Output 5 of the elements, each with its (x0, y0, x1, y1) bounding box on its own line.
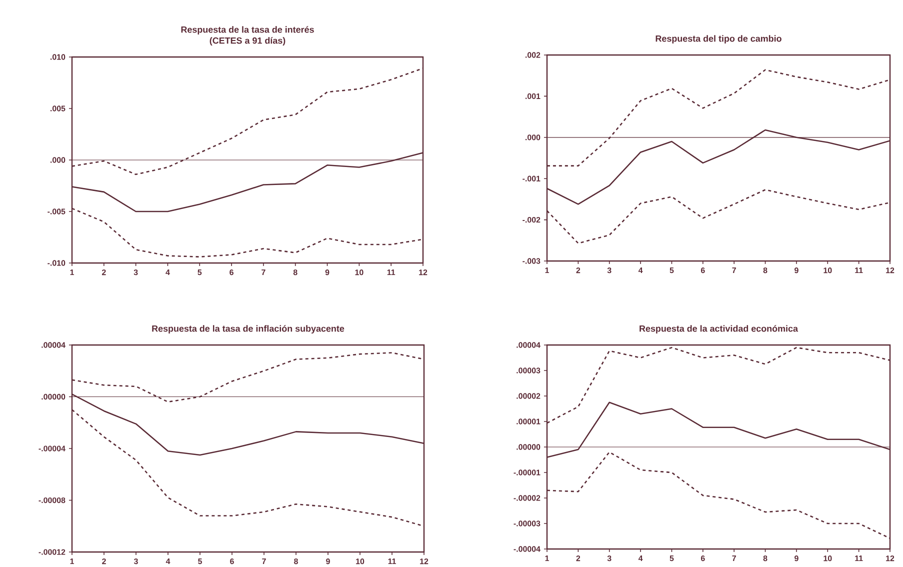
chart-title: Respuesta de la tasa de interés (181, 26, 314, 35)
chart-subtitle: (CETES a 91 días) (210, 37, 286, 46)
chart-title: Respuesta del tipo de cambio (656, 35, 782, 44)
chart-title: Respuesta de la actividad económica (640, 325, 798, 334)
chart-title: Respuesta de la tasa de inflación subyacente (152, 325, 344, 334)
